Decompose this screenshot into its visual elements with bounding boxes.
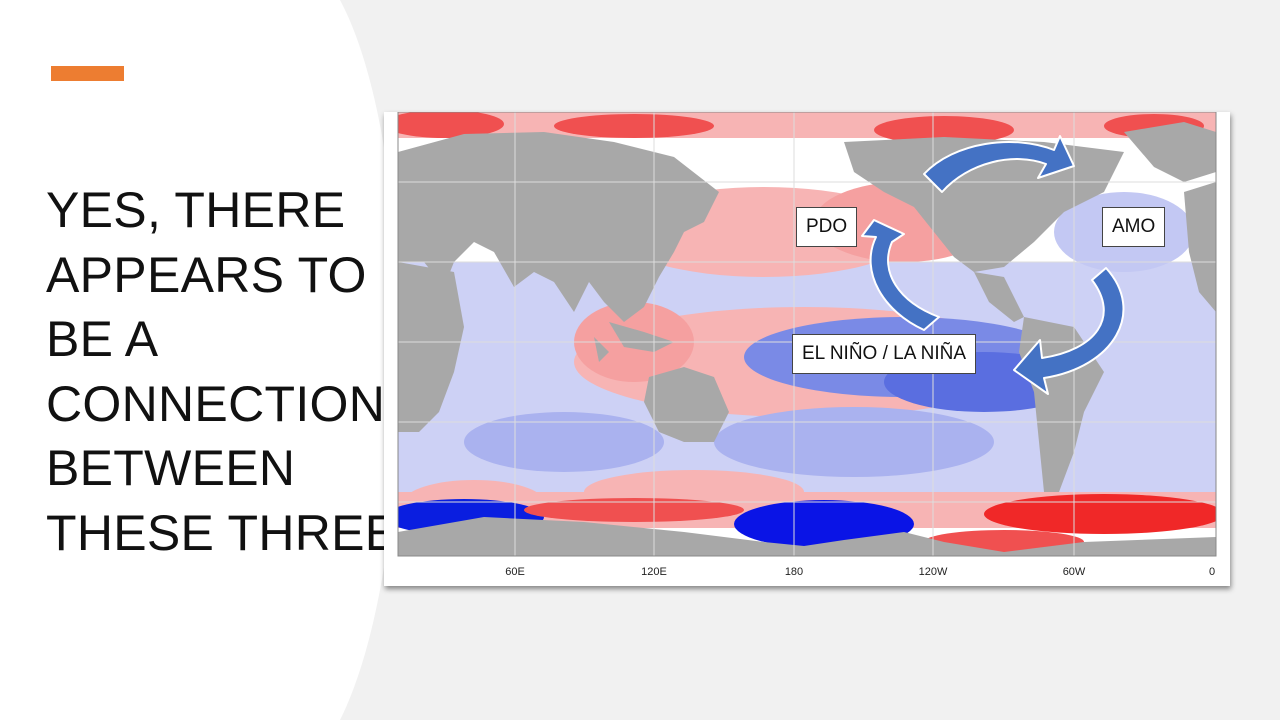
title-line: CONNECTION: [46, 375, 386, 432]
arrow-amo-to-enso: [1013, 267, 1125, 395]
tick-label-60e: 60E: [505, 566, 525, 578]
arrow-enso-to-pdo: [861, 219, 940, 331]
title-line: THESE THREE: [46, 504, 399, 561]
map-graphic: 60E 120E 180 120W 60W 0: [397, 112, 1217, 578]
tick-label-60w: 60W: [1063, 566, 1086, 578]
tick-label-120w: 120W: [919, 566, 948, 578]
arrow-pdo-to-amo: [923, 135, 1075, 193]
warm-anomaly-region: [874, 116, 1014, 144]
amo-label: AMO: [1102, 207, 1166, 247]
title-line: APPEARS TO: [46, 246, 367, 303]
cool-anomaly-region: [734, 500, 914, 548]
title-line: BETWEEN: [46, 440, 296, 496]
slide-title: YES, THERE APPEARS TO BE A CONNECTION BE…: [46, 178, 399, 565]
tick-label-120e: 120E: [641, 566, 667, 578]
warm-anomaly-region: [984, 494, 1216, 534]
warm-anomaly-region: [398, 112, 504, 138]
title-line: YES, THERE: [46, 182, 346, 238]
title-accent-bar: [51, 66, 124, 81]
pdo-label: PDO: [796, 207, 858, 247]
title-line: BE A: [46, 311, 159, 367]
cool-anomaly-region: [464, 412, 664, 472]
enso-label: EL NIÑO / LA NIÑA: [792, 334, 977, 374]
warm-anomaly-region: [524, 498, 744, 522]
tick-label-180: 180: [785, 566, 803, 578]
sst-anomaly-map: 60E 120E 180 120W 60W 0: [384, 112, 1230, 586]
longitude-axis: 60E 120E 180 120W 60W 0: [505, 566, 1215, 578]
cool-anomaly-region: [714, 407, 994, 477]
warm-anomaly-region: [554, 114, 714, 138]
tick-label-0: 0: [1209, 566, 1215, 578]
